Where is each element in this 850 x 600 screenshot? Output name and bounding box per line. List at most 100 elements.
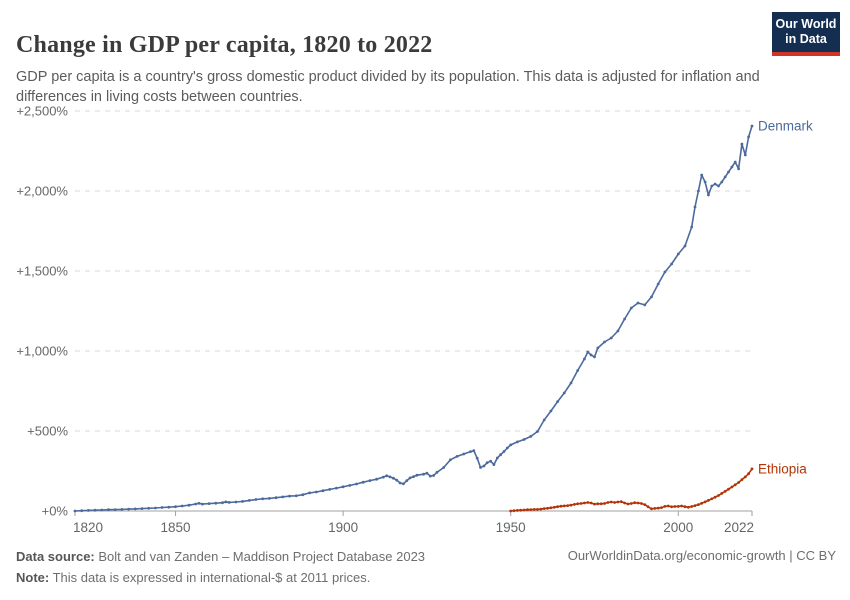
series-marker	[586, 501, 590, 504]
series-marker	[328, 488, 332, 491]
series-marker	[603, 340, 606, 344]
series-marker	[432, 474, 435, 477]
series-marker	[361, 480, 365, 484]
series-marker	[730, 165, 734, 169]
series-marker	[274, 496, 278, 500]
chart-area[interactable]: +0% +500% +1,000% +1,500% +2,000% +2,500% 1820…	[0, 95, 850, 550]
series-marker	[606, 501, 610, 504]
series-marker	[398, 481, 402, 485]
series-marker	[214, 501, 218, 505]
series-marker	[536, 430, 539, 433]
series-marker	[616, 500, 620, 504]
series-marker	[408, 476, 412, 480]
series-marker	[80, 509, 84, 513]
x-tick-label: 2022	[724, 520, 754, 535]
series-marker	[643, 303, 647, 307]
series-marker	[392, 476, 395, 480]
chart-footer: Data source: Bolt and van Zanden – Maddi…	[16, 547, 425, 589]
series-marker	[660, 506, 663, 509]
series-marker	[589, 501, 593, 505]
series-marker	[583, 357, 586, 361]
series-marker	[475, 456, 479, 460]
series-marker	[469, 450, 472, 453]
series-marker	[207, 502, 211, 505]
series-marker	[707, 193, 710, 197]
series-marker	[619, 500, 623, 503]
series-marker	[663, 505, 667, 508]
series-marker	[532, 508, 536, 511]
series-marker	[492, 463, 496, 466]
series-marker	[221, 501, 224, 505]
series-marker	[348, 484, 352, 487]
data-source-line: Data source: Bolt and van Zanden – Maddi…	[16, 547, 425, 568]
series-marker	[713, 182, 717, 186]
series-marker	[737, 481, 740, 484]
series-marker	[402, 482, 405, 486]
series-marker	[693, 504, 697, 507]
data-source-label: Data source:	[16, 549, 95, 564]
series-marker	[733, 160, 737, 164]
series-marker	[596, 346, 600, 350]
series-marker	[301, 493, 305, 497]
series-marker	[509, 443, 513, 447]
series-marker	[355, 482, 358, 486]
series-marker	[529, 508, 533, 511]
series-marker	[288, 494, 291, 498]
note-label: Note:	[16, 569, 50, 585]
series-marker	[539, 507, 543, 511]
series-label-denmark[interactable]: Denmark	[758, 119, 813, 134]
series-marker	[281, 495, 285, 499]
series-marker	[254, 498, 258, 501]
data-source-text: Bolt and van Zanden – Maddison Project D…	[94, 549, 426, 564]
series-marker	[723, 175, 727, 179]
series-marker	[720, 180, 724, 184]
series-marker	[713, 495, 717, 499]
series-marker	[703, 180, 707, 184]
owid-credit-link[interactable]: OurWorldinData.org/economic-growth | CC …	[567, 548, 836, 563]
series-marker	[710, 497, 714, 501]
series-marker	[512, 509, 516, 513]
series-label-ethiopia[interactable]: Ethiopia	[758, 461, 807, 476]
series-marker	[690, 225, 694, 229]
series-marker	[740, 478, 744, 481]
series-marker	[435, 470, 439, 474]
series-marker	[509, 509, 513, 513]
series-marker	[717, 184, 720, 188]
series-marker	[636, 501, 640, 505]
line-chart-canvas[interactable]: +0% +500% +1,000% +1,500% +2,000% +2,500% 1820…	[0, 95, 850, 550]
series-marker	[586, 350, 590, 354]
series-marker	[737, 167, 740, 171]
series-marker	[227, 501, 231, 504]
series-marker	[743, 153, 747, 157]
series-marker	[733, 483, 737, 487]
y-tick-label: +500%	[27, 424, 68, 439]
series-marker	[743, 475, 747, 479]
series-line-denmark[interactable]	[74, 125, 753, 512]
series-marker	[747, 472, 750, 476]
series-marker	[653, 507, 657, 510]
series-marker	[428, 474, 432, 478]
series-marker	[505, 446, 509, 450]
series-marker	[673, 505, 677, 508]
series-marker	[697, 503, 700, 506]
series-marker	[656, 506, 660, 510]
series-marker	[536, 508, 539, 511]
series-marker	[640, 502, 643, 505]
series-marker	[308, 491, 311, 495]
series-marker	[556, 505, 559, 509]
series-marker	[482, 464, 486, 468]
series-marker	[609, 336, 613, 340]
series-marker	[589, 353, 593, 357]
series-marker	[693, 205, 697, 209]
series-marker	[636, 301, 640, 305]
series-marker	[633, 501, 637, 505]
series-marker	[683, 244, 687, 248]
owid-logo[interactable]: Our World in Data	[772, 12, 840, 56]
x-tick-label: 1850	[161, 520, 191, 535]
series-marker	[167, 505, 171, 509]
series-marker	[381, 475, 385, 479]
series-marker	[562, 504, 566, 508]
series-marker	[462, 452, 466, 456]
series-marker	[261, 497, 265, 501]
